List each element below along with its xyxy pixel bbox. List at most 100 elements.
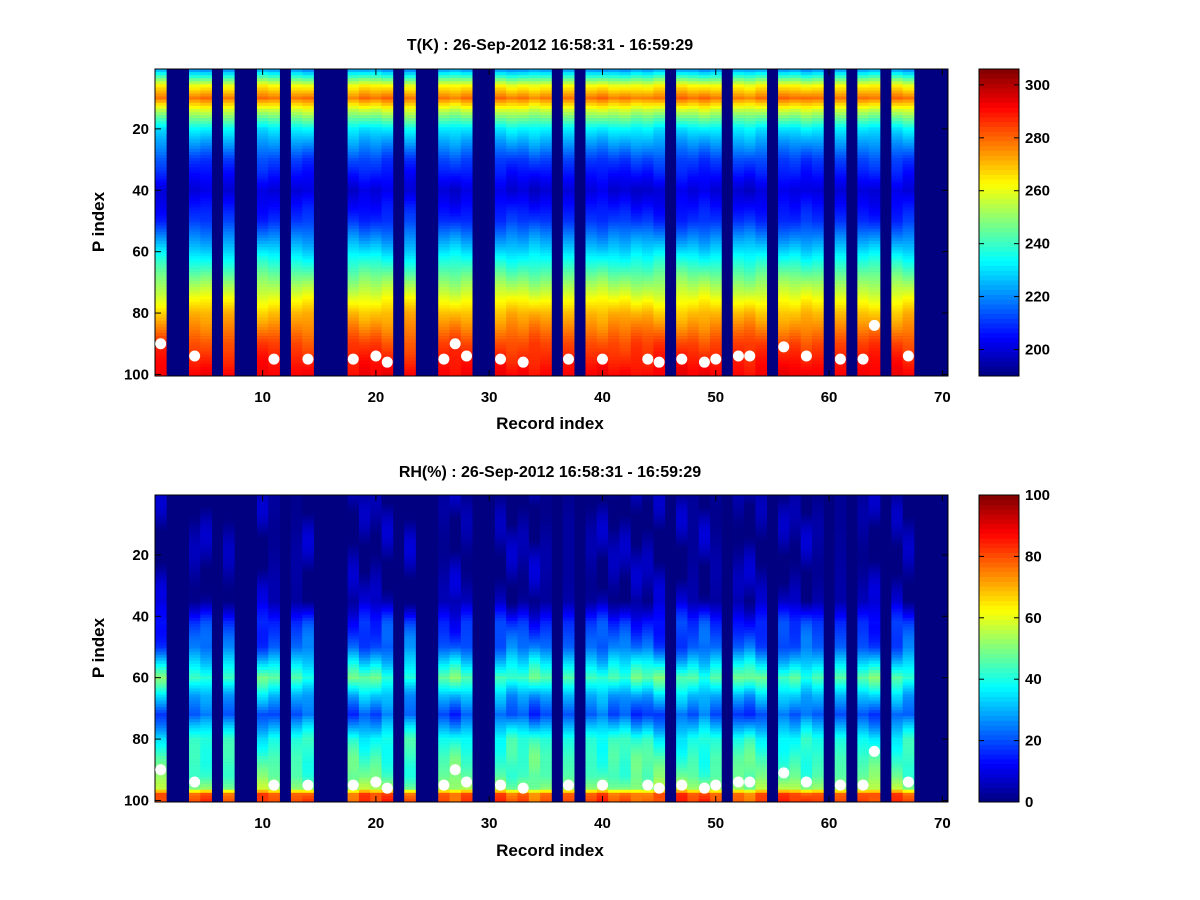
heatmap-cell — [381, 247, 394, 251]
heatmap-cell — [188, 75, 201, 79]
heatmap-cell — [868, 154, 881, 159]
heatmap-cell — [800, 250, 813, 254]
heatmap-cell — [710, 164, 722, 168]
heatmap-cell — [460, 280, 473, 285]
heatmap-cell — [438, 84, 450, 88]
heatmap-cell — [857, 161, 869, 165]
heatmap-cell — [517, 237, 530, 242]
heatmap-cell — [630, 75, 643, 79]
heatmap-cell — [596, 167, 609, 171]
heatmap-cell — [812, 127, 824, 131]
heatmap-cell — [381, 265, 394, 269]
heatmap-cell — [404, 161, 416, 165]
heatmap-cell — [347, 237, 360, 242]
heatmap-cell — [778, 314, 790, 318]
heatmap-cell — [857, 93, 869, 97]
heatmap-cell — [460, 93, 473, 97]
heatmap-cell — [188, 709, 201, 714]
heatmap-cell — [812, 216, 824, 220]
heatmap-cell — [812, 185, 824, 190]
heatmap-cell — [630, 139, 643, 143]
heatmap-cell — [834, 369, 847, 374]
heatmap-cell — [438, 216, 450, 220]
heatmap-cell — [789, 108, 802, 113]
heatmap-cell — [834, 75, 847, 79]
heatmap-cell — [596, 197, 609, 202]
heatmap-cell — [222, 253, 235, 257]
heatmap-cell — [302, 219, 314, 223]
heatmap-cell — [687, 354, 700, 358]
heatmap-cell — [460, 308, 473, 312]
heatmap-cell — [789, 348, 802, 352]
heatmap-cell — [517, 250, 530, 254]
heatmap-cell — [222, 369, 235, 374]
heatmap-cell — [789, 357, 802, 361]
heatmap-cell — [653, 154, 666, 159]
heatmap-cell — [347, 311, 360, 315]
heatmap-cell — [268, 366, 280, 371]
heatmap-cell — [347, 84, 360, 88]
heatmap-cell — [200, 323, 212, 328]
heatmap-cell — [302, 240, 314, 245]
heatmap-cell — [619, 185, 632, 190]
heatmap-cell — [676, 286, 688, 291]
heatmap-cell — [585, 305, 598, 309]
heatmap-cell — [902, 228, 915, 233]
heatmap-cell — [562, 191, 575, 196]
heatmap-cell — [687, 256, 700, 260]
heatmap-cell — [155, 75, 167, 79]
colorbar-segment — [979, 256, 1019, 262]
heatmap-cell — [778, 317, 790, 322]
heatmap-cell — [302, 363, 314, 368]
heatmap-cell — [155, 587, 167, 591]
heatmap-cell — [800, 93, 813, 97]
heatmap-cell — [687, 75, 700, 79]
heatmap-cell — [540, 99, 552, 104]
heatmap-cell — [494, 259, 507, 263]
heatmap-column — [687, 69, 700, 377]
heatmap-cell — [268, 253, 280, 257]
heatmap-cell — [789, 225, 802, 229]
heatmap-cell — [438, 72, 450, 76]
heatmap-cell — [698, 259, 711, 263]
surface-point — [517, 356, 529, 368]
heatmap-cell — [698, 339, 711, 343]
heatmap-cell — [290, 342, 303, 346]
heatmap-cell — [347, 363, 360, 368]
heatmap-cell — [517, 225, 530, 229]
heatmap-cell — [732, 290, 745, 294]
heatmap-cell — [789, 243, 802, 248]
heatmap-cell — [698, 302, 711, 306]
heatmap-cell — [676, 314, 688, 318]
heatmap-cell — [676, 231, 688, 236]
heatmap-cell — [755, 81, 768, 85]
heatmap-cell — [200, 679, 212, 683]
heatmap-cell — [619, 280, 632, 285]
heatmap-cell — [460, 250, 473, 254]
heatmap-cell — [358, 265, 371, 269]
heatmap-cell — [710, 145, 722, 150]
heatmap-cell — [302, 87, 314, 91]
heatmap-cell — [744, 133, 756, 137]
heatmap-cell — [460, 231, 473, 236]
heatmap-cell — [347, 228, 360, 233]
heatmap-cell — [834, 81, 847, 85]
heatmap-cell — [642, 72, 654, 76]
heatmap-cell — [812, 72, 824, 76]
heatmap-cell — [710, 108, 722, 113]
heatmap-cell — [585, 247, 598, 251]
heatmap-cell — [744, 81, 756, 85]
heatmap-cell — [744, 161, 756, 165]
heatmap-cell — [155, 87, 167, 91]
heatmap-cell — [381, 81, 394, 85]
heatmap-cell — [687, 158, 700, 162]
heatmap-cell — [608, 173, 620, 177]
heatmap-cell — [302, 93, 314, 97]
heatmap-cell — [188, 519, 201, 523]
heatmap-cell — [698, 78, 711, 82]
heatmap-cell — [585, 234, 598, 239]
heatmap-cell — [642, 78, 654, 82]
x-tick-label: 40 — [594, 389, 611, 406]
heatmap-cell — [868, 262, 881, 266]
heatmap-cell — [812, 274, 824, 279]
